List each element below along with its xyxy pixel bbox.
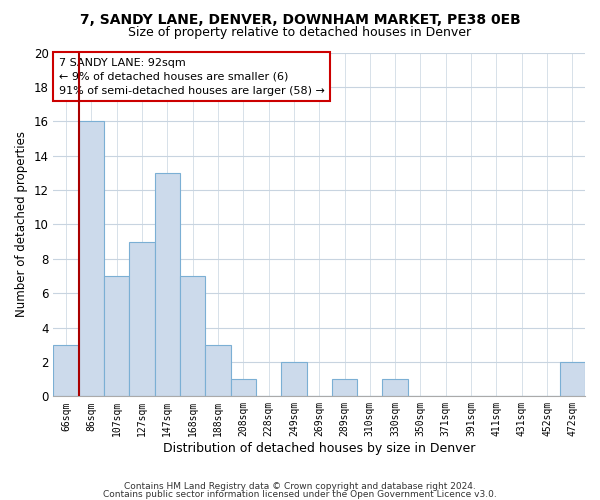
Text: 7 SANDY LANE: 92sqm
← 9% of detached houses are smaller (6)
91% of semi-detached: 7 SANDY LANE: 92sqm ← 9% of detached hou…	[59, 58, 325, 96]
Bar	[230, 379, 256, 396]
X-axis label: Distribution of detached houses by size in Denver: Distribution of detached houses by size …	[163, 442, 475, 455]
Bar	[155, 173, 180, 396]
Bar	[560, 362, 585, 396]
Text: Size of property relative to detached houses in Denver: Size of property relative to detached ho…	[128, 26, 472, 39]
Bar	[281, 362, 307, 396]
Bar	[180, 276, 205, 396]
Bar	[130, 242, 155, 396]
Text: 7, SANDY LANE, DENVER, DOWNHAM MARKET, PE38 0EB: 7, SANDY LANE, DENVER, DOWNHAM MARKET, P…	[80, 12, 520, 26]
Text: Contains public sector information licensed under the Open Government Licence v3: Contains public sector information licen…	[103, 490, 497, 499]
Bar	[332, 379, 357, 396]
Bar	[79, 122, 104, 396]
Bar	[104, 276, 130, 396]
Bar	[53, 345, 79, 397]
Text: Contains HM Land Registry data © Crown copyright and database right 2024.: Contains HM Land Registry data © Crown c…	[124, 482, 476, 491]
Y-axis label: Number of detached properties: Number of detached properties	[15, 132, 28, 318]
Bar	[205, 345, 230, 397]
Bar	[382, 379, 408, 396]
